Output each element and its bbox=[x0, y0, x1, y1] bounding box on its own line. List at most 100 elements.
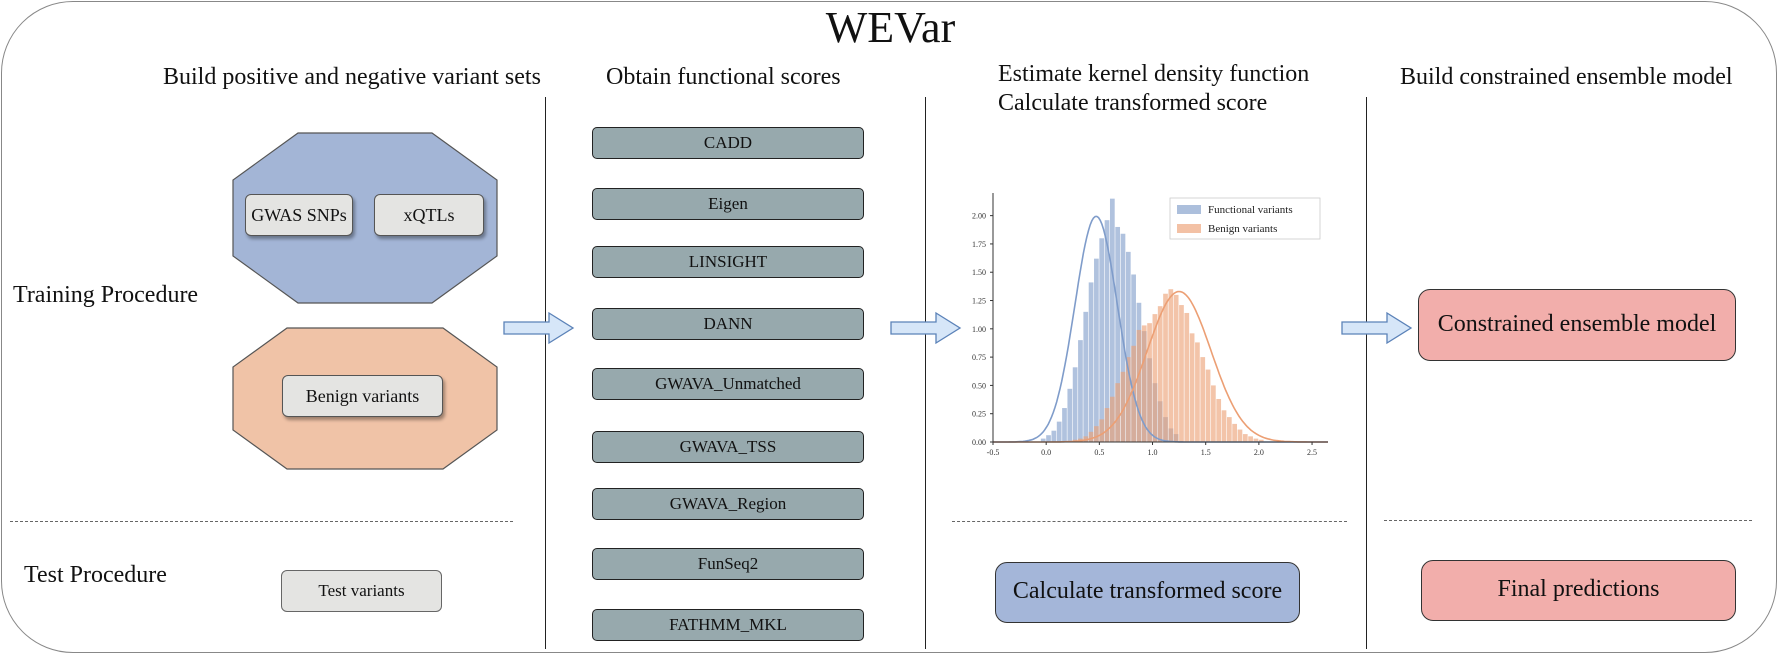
hist-bar bbox=[1115, 226, 1121, 442]
heading-functional-scores: Obtain functional scores bbox=[606, 64, 841, 90]
hist-bar bbox=[1109, 198, 1115, 442]
y-tick-label: 1.50 bbox=[972, 268, 986, 277]
y-tick-label: 1.00 bbox=[972, 325, 986, 334]
y-tick-label: 1.25 bbox=[972, 297, 986, 306]
hist-bar bbox=[1115, 383, 1121, 442]
gwas-snps-box: GWAS SNPs bbox=[245, 194, 353, 236]
row-label-training: Training Procedure bbox=[13, 282, 199, 308]
constrained-ensemble-model-box: Constrained ensemble model bbox=[1418, 289, 1736, 361]
hist-bar bbox=[1046, 435, 1051, 442]
column-divider bbox=[1366, 97, 1367, 649]
kde-histogram-chart: -0.5 0.0 0.5 1.0 1.5 2.0 2.5 0.00 0.25 0.50 0.75 1.… bbox=[972, 193, 1328, 457]
hist-bar bbox=[1205, 369, 1211, 442]
hist-bar bbox=[1179, 305, 1184, 442]
hist-bar bbox=[1067, 388, 1073, 442]
hist-bar bbox=[1253, 438, 1259, 442]
legend-label: Functional variants bbox=[1208, 204, 1293, 216]
hist-bar bbox=[1216, 398, 1222, 442]
hist-bar bbox=[1200, 357, 1206, 442]
hist-bar bbox=[1056, 421, 1062, 442]
y-tick-label: 0.75 bbox=[972, 353, 986, 362]
hist-bar bbox=[1040, 438, 1046, 442]
hist-bar bbox=[1258, 439, 1264, 442]
legend-swatch bbox=[1177, 205, 1201, 214]
heading-kde-line2: Calculate transformed score bbox=[998, 90, 1268, 116]
score-box-gwava-tss: GWAVA_TSS bbox=[592, 431, 864, 463]
hist-bar bbox=[1120, 371, 1126, 442]
score-box-fathmm-mkl: FATHMM_MKL bbox=[592, 609, 864, 641]
score-box-linsight: LINSIGHT bbox=[592, 246, 864, 278]
heading-ensemble: Build constrained ensemble model bbox=[1400, 64, 1733, 90]
row-divider bbox=[1384, 520, 1752, 521]
score-box-gwava-region: GWAVA_Region bbox=[592, 488, 864, 520]
hist-bar bbox=[1168, 289, 1174, 442]
arrow-right-icon bbox=[890, 311, 962, 345]
hist-bar bbox=[1195, 342, 1200, 442]
xqtls-box: xQTLs bbox=[374, 194, 484, 236]
hist-bar bbox=[1078, 340, 1083, 442]
hist-bar bbox=[1136, 329, 1142, 442]
arrow-right-icon bbox=[503, 311, 575, 345]
x-tick-label: -0.5 bbox=[987, 448, 1000, 457]
hist-bar bbox=[1147, 323, 1152, 442]
legend-swatch bbox=[1177, 224, 1201, 233]
arrow-right-icon bbox=[1341, 311, 1413, 345]
hist-bar bbox=[1094, 426, 1099, 442]
hist-bar bbox=[1242, 434, 1248, 442]
score-box-cadd: CADD bbox=[592, 127, 864, 159]
hist-bar bbox=[1173, 294, 1179, 442]
hist-bar bbox=[1083, 311, 1089, 442]
x-tick-label: 2.0 bbox=[1254, 448, 1264, 457]
score-box-gwava-unmatched: GWAVA_Unmatched bbox=[592, 368, 864, 400]
hist-bar bbox=[1109, 396, 1115, 442]
hist-bar bbox=[1237, 429, 1243, 442]
hist-bar bbox=[1157, 306, 1163, 442]
hist-bar bbox=[1094, 258, 1099, 442]
score-box-dann: DANN bbox=[592, 308, 864, 340]
hist-bar bbox=[1226, 417, 1232, 442]
legend-label: Benign variants bbox=[1208, 223, 1277, 235]
hist-bar bbox=[1152, 314, 1158, 442]
hist-bar bbox=[1248, 436, 1253, 442]
hist-bar bbox=[1211, 385, 1216, 442]
hist-bar bbox=[1104, 408, 1110, 442]
hist-bar bbox=[1088, 431, 1094, 442]
row-divider bbox=[952, 521, 1347, 522]
diagram-title: WEVar bbox=[825, 3, 956, 52]
benign-variants-box: Benign variants bbox=[282, 375, 443, 417]
y-tick-label: 0.25 bbox=[972, 410, 986, 419]
hist-bar bbox=[1088, 282, 1094, 442]
test-variants-box: Test variants bbox=[281, 570, 442, 612]
hist-bar bbox=[1232, 423, 1238, 442]
score-box-eigen: Eigen bbox=[592, 188, 864, 220]
hist-bar bbox=[1099, 238, 1105, 442]
score-box-funseq2: FunSeq2 bbox=[592, 548, 864, 580]
hist-bar bbox=[1163, 293, 1168, 442]
hist-bar bbox=[1125, 251, 1131, 442]
row-label-test: Test Procedure bbox=[24, 562, 167, 588]
x-tick-label: 1.0 bbox=[1148, 448, 1158, 457]
x-tick-label: 2.5 bbox=[1307, 448, 1317, 457]
column-divider bbox=[545, 97, 546, 649]
heading-kde-line1: Estimate kernel density function bbox=[998, 61, 1310, 87]
hist-bar bbox=[1141, 325, 1147, 442]
hist-bar bbox=[1189, 333, 1195, 442]
hist-bar bbox=[1104, 220, 1110, 442]
y-tick-label: 0.50 bbox=[972, 381, 986, 390]
y-tick-label: 2.00 bbox=[972, 212, 986, 221]
hist-bar bbox=[1099, 419, 1105, 442]
y-tick-label: 1.75 bbox=[972, 240, 986, 249]
x-tick-label: 1.5 bbox=[1201, 448, 1211, 457]
heading-build-sets: Build positive and negative variant sets bbox=[163, 64, 541, 90]
row-divider bbox=[10, 521, 513, 522]
positive-set-octagon bbox=[232, 132, 498, 304]
x-tick-label: 0.5 bbox=[1094, 448, 1104, 457]
column-divider bbox=[925, 97, 926, 649]
hist-bar bbox=[1221, 410, 1227, 442]
hist-bar bbox=[1184, 312, 1190, 442]
hist-bar bbox=[1072, 367, 1078, 442]
final-predictions-box: Final predictions bbox=[1421, 560, 1736, 621]
hist-bar bbox=[1062, 408, 1067, 442]
calculate-transformed-score-box: Calculate transformed score bbox=[995, 562, 1300, 623]
